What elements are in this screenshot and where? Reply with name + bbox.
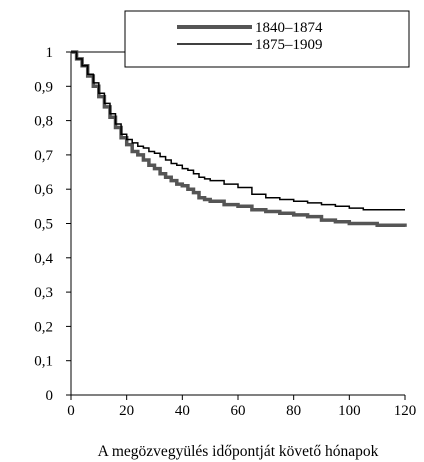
x-tick-label: 60 (231, 403, 246, 419)
y-tick-label: 0,1 (34, 354, 53, 370)
series-line-1 (71, 50, 407, 227)
x-axis-label: A megözvegyülés időpontját követő hónapo… (98, 443, 379, 460)
legend-label: 1840–1874 (255, 20, 323, 36)
series-line-2 (71, 51, 405, 211)
y-tick-label: 1 (46, 45, 54, 61)
y-tick-label: 0,3 (34, 285, 53, 301)
y-tick-label: 0,7 (34, 148, 53, 164)
y-tick-label: 0,8 (34, 114, 53, 130)
y-tick-label: 0,4 (34, 251, 53, 267)
x-tick-label: 120 (394, 403, 417, 419)
legend-box (124, 10, 410, 68)
legend-label: 1875–1909 (255, 37, 323, 53)
x-tick-label: 0 (67, 403, 75, 419)
x-tick-label: 100 (338, 403, 361, 419)
x-tick-label: 20 (119, 403, 134, 419)
series-layer (71, 50, 407, 227)
y-tick-label: 0,9 (34, 79, 53, 95)
x-tick-label: 40 (175, 403, 190, 419)
y-tick-label: 0,5 (34, 217, 53, 233)
plot-area: 0 0,1 0,2 0,3 0,4 0,5 0,6 0,7 0,8 0,9 1 0 20 40 60 80 1… (34, 45, 416, 419)
y-tick-label: 0 (46, 388, 54, 404)
x-axis-ticks: 0 20 40 60 80 100 120 (67, 395, 416, 419)
y-tick-label: 0,6 (34, 182, 53, 198)
y-axis-ticks: 0 0,1 0,2 0,3 0,4 0,5 0,6 0,7 0,8 0,9 1 (34, 45, 71, 404)
x-tick-label: 80 (286, 403, 301, 419)
y-tick-label: 0,2 (34, 319, 53, 335)
